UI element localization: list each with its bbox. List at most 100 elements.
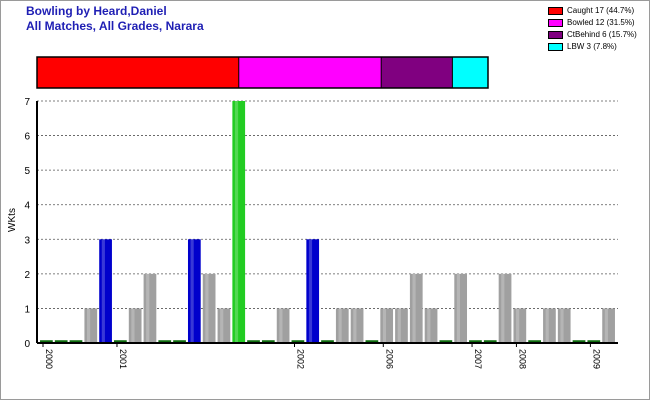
bar-20 — [335, 308, 349, 343]
bar-highlight — [220, 308, 224, 343]
y-tick-label: 5 — [24, 166, 30, 177]
bar-35 — [557, 308, 571, 343]
bar-6 — [128, 308, 142, 343]
y-tick-label: 1 — [24, 304, 30, 315]
bar-25 — [409, 273, 423, 343]
bar-13 — [232, 101, 246, 343]
bar-1 — [54, 340, 68, 343]
bar-36 — [572, 340, 586, 343]
dismissal-segment-caught — [37, 57, 239, 88]
bar-highlight — [86, 308, 91, 343]
bar-33 — [528, 340, 541, 343]
bar-5 — [114, 340, 127, 343]
legend-item-bowled: Bowled 12 (31.5%) — [548, 17, 637, 28]
legend: Caught 17 (44.7%) Bowled 12 (31.5%) CtBe… — [548, 5, 637, 53]
bar-2 — [69, 340, 83, 343]
x-tick-label-2008: 2008 — [517, 349, 527, 369]
bar-19 — [321, 340, 334, 343]
x-tick-label-2007: 2007 — [473, 349, 483, 369]
bar-highlight — [412, 273, 416, 343]
x-tick-label-2006: 2006 — [384, 349, 394, 369]
bar-12 — [217, 308, 231, 343]
bar-24 — [395, 308, 408, 343]
grid-lines — [37, 100, 618, 309]
x-tick-labels: 2000 2001 2002 2006 2007 2008 2009 — [42, 343, 601, 369]
chart-title: Bowling by Heard,Daniel — [26, 4, 167, 18]
bar-highlight — [382, 308, 387, 343]
bar-highlight — [427, 308, 431, 343]
bar-7 — [143, 273, 157, 343]
legend-label-lbw: LBW 3 (7.8%) — [567, 42, 617, 51]
bar-10 — [187, 239, 201, 343]
bar-highlight — [131, 308, 135, 343]
y-tick-label: 6 — [24, 132, 30, 143]
y-tick-label: 3 — [24, 235, 30, 246]
bar-34 — [543, 308, 556, 343]
y-tick-label: 4 — [24, 201, 30, 212]
legend-label-ctbehind: CtBehind 6 (15.7%) — [567, 30, 637, 39]
bar-31 — [498, 273, 512, 343]
axes — [36, 101, 618, 344]
x-tick-label-2000: 2000 — [44, 349, 54, 369]
bar-26 — [424, 308, 438, 343]
bar-18 — [306, 239, 320, 343]
bar-highlight — [501, 273, 505, 343]
bar-22 — [365, 340, 379, 343]
bar-37 — [587, 340, 601, 343]
dismissal-segment-ctbehind — [381, 57, 453, 88]
bar-highlight — [560, 308, 564, 343]
dismissal-distribution-bar — [36, 56, 489, 89]
dismissal-segment-bowled — [238, 57, 382, 88]
bar-28 — [454, 273, 468, 343]
bar-14 — [247, 340, 260, 343]
legend-label-bowled: Bowled 12 (31.5%) — [567, 18, 635, 27]
legend-item-ctbehind: CtBehind 6 (15.7%) — [548, 29, 637, 40]
bar-21 — [350, 308, 364, 343]
bar-11 — [202, 273, 216, 343]
x-tick-label-2002: 2002 — [296, 349, 306, 369]
legend-label-caught: Caught 17 (44.7%) — [567, 6, 635, 15]
bar-highlight — [190, 239, 194, 343]
bar-29 — [469, 340, 482, 343]
bar-highlight — [604, 308, 608, 343]
bar-3 — [84, 308, 98, 343]
bar-highlight — [279, 308, 283, 343]
bar-8 — [158, 340, 172, 343]
bar-4 — [99, 239, 112, 343]
legend-swatch-caught — [548, 6, 563, 15]
bar-highlight — [146, 273, 150, 343]
bar-15 — [261, 340, 275, 343]
legend-item-lbw: LBW 3 (7.8%) — [548, 41, 637, 52]
bar-highlight — [456, 273, 461, 343]
bar-highlight — [101, 239, 105, 343]
bar-32 — [513, 308, 527, 343]
dismissal-segment-lbw — [452, 57, 488, 88]
bar-30 — [483, 340, 497, 343]
bar-38 — [602, 308, 615, 343]
legend-swatch-lbw — [548, 42, 563, 51]
bar-23 — [380, 308, 394, 343]
bar-27 — [439, 340, 453, 343]
y-axis-label: WKts — [7, 208, 18, 232]
bar-16 — [276, 308, 290, 343]
bar-highlight — [397, 308, 401, 343]
bar-17 — [291, 340, 305, 343]
wickets-bars — [40, 101, 615, 343]
bar-highlight — [308, 239, 313, 343]
x-tick-label-2001: 2001 — [118, 349, 128, 369]
x-tick-label-2009: 2009 — [591, 349, 601, 369]
legend-swatch-ctbehind — [548, 30, 563, 39]
y-tick-label: 7 — [24, 97, 30, 108]
y-tick-label: 0 — [24, 339, 30, 350]
dismissal-bar-outline — [36, 56, 489, 89]
bar-highlight — [338, 308, 342, 343]
bar-highlight — [234, 101, 239, 343]
bar-9 — [173, 340, 186, 343]
chart-subtitle: All Matches, All Grades, Narara — [26, 19, 204, 33]
y-tick-labels: 0 1 2 3 4 5 6 7 — [24, 97, 30, 350]
bar-highlight — [516, 308, 520, 343]
bar-0 — [40, 340, 53, 343]
bar-highlight — [353, 308, 357, 343]
bar-highlight — [545, 308, 549, 343]
